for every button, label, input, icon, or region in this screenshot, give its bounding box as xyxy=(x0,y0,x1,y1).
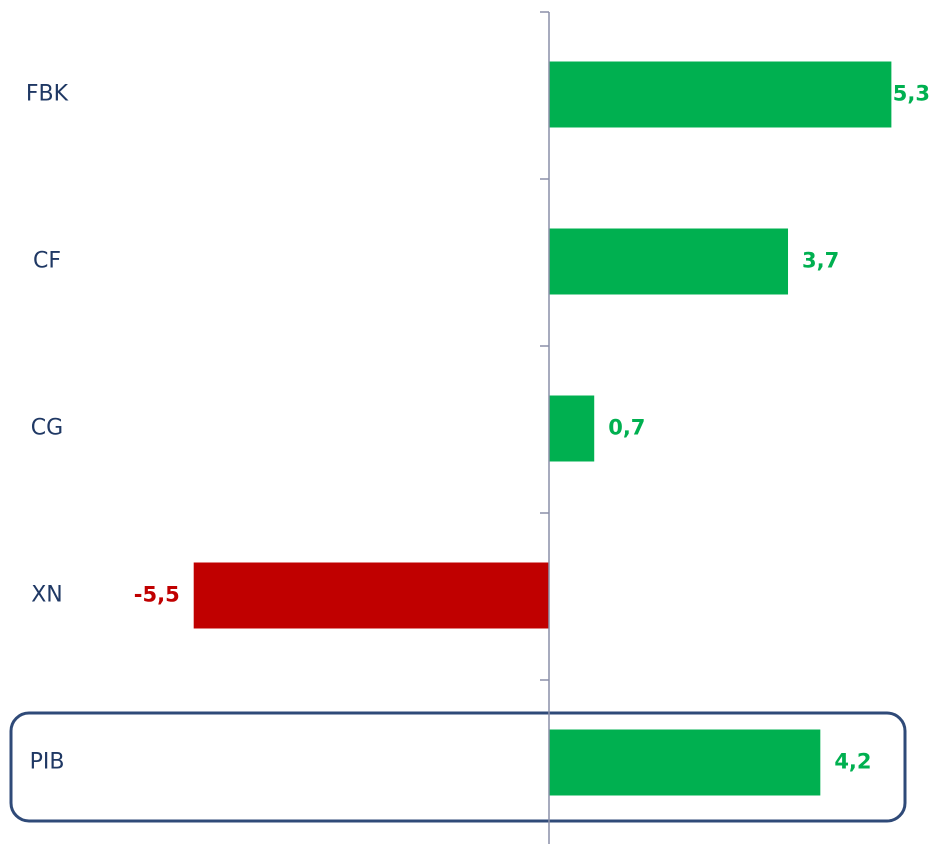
highlight-box xyxy=(9,711,907,823)
bar xyxy=(549,228,789,295)
category-label: FBK xyxy=(26,82,69,107)
category-label: XN xyxy=(31,583,63,608)
bar xyxy=(549,729,821,796)
value-label: -5,5 xyxy=(134,583,180,607)
bar xyxy=(549,61,892,128)
value-label: 5,3 xyxy=(893,82,930,106)
category-label: CG xyxy=(31,416,63,441)
bar xyxy=(193,562,549,629)
value-label: 0,7 xyxy=(608,416,645,440)
value-label: 4,2 xyxy=(834,750,871,774)
category-label: CF xyxy=(33,249,61,274)
category-label: PIB xyxy=(30,750,65,775)
bar xyxy=(549,395,595,462)
value-label: 3,7 xyxy=(802,249,839,273)
